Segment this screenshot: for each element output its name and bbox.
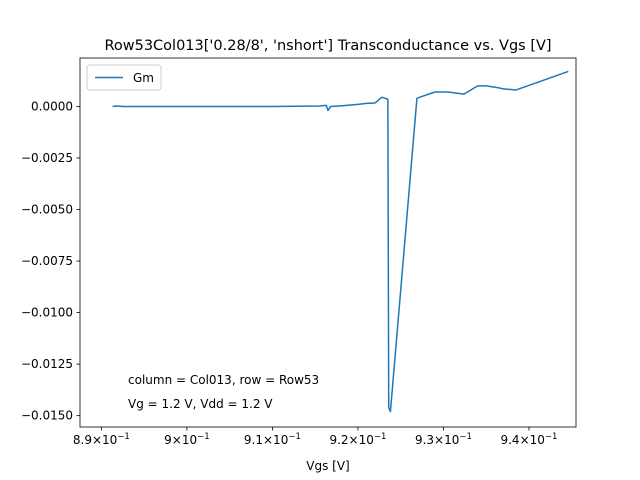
legend-label-gm: Gm (133, 71, 154, 85)
annotation-1: column = Col013, row = Row53 (128, 373, 319, 387)
plot-area: 0.0000 −0.0025 −0.0050 −0.0075 −0.0100 −0.012… (21, 57, 577, 447)
y-tick-label: −0.0075 (21, 254, 73, 268)
axes-frame (79, 57, 577, 428)
legend-box (86, 64, 162, 91)
x-axis-label: Vgs [V] (306, 459, 349, 473)
x-tick-label: 9.4×10−1 (500, 432, 557, 447)
x-tick-label: 9.2×10−1 (329, 432, 386, 447)
annotation-2: Vg = 1.2 V, Vdd = 1.2 V (128, 397, 273, 411)
x-tick-label: 9×10−1 (164, 432, 210, 447)
y-tick-label: −0.0025 (21, 151, 73, 165)
y-tick-label: −0.0125 (21, 357, 73, 371)
y-tick-label: −0.0100 (21, 306, 73, 320)
series-line-gm (112, 70, 569, 413)
x-tick-label: 9.1×10−1 (244, 432, 301, 447)
legend: Gm (86, 64, 162, 91)
y-tick-label: 0.0000 (31, 99, 73, 113)
chart-title: Row53Col013['0.28/8', 'nshort'] Transcon… (104, 38, 551, 54)
x-tick-label: 9.3×10−1 (415, 432, 472, 447)
x-tick-label: 8.9×10−1 (73, 432, 130, 447)
y-tick-label: −0.0050 (21, 203, 73, 217)
y-tick-label: −0.0150 (21, 409, 73, 423)
